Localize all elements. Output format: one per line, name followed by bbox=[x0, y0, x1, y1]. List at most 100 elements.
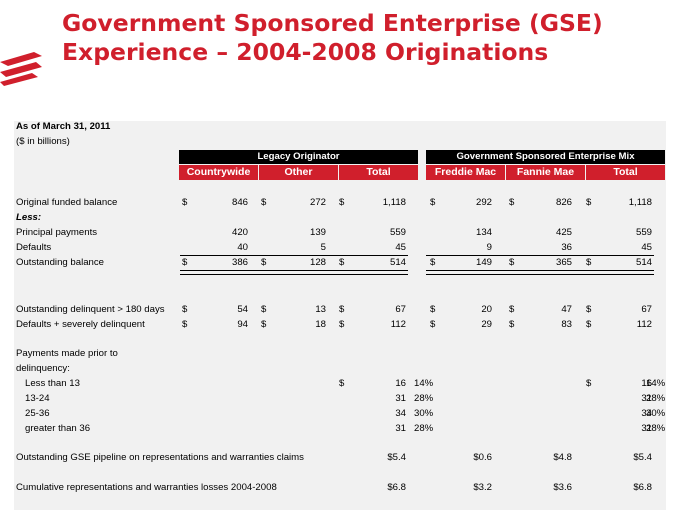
cell-fannie: $3.6 bbox=[553, 482, 572, 493]
row-label: 13-24 bbox=[25, 393, 50, 404]
cell-total-legacy: 31 bbox=[395, 423, 406, 434]
dollar-sign: $ bbox=[430, 197, 436, 208]
cell-fannie: 36 bbox=[561, 242, 572, 253]
cell-freddie: $3.2 bbox=[473, 482, 492, 493]
cell-total-legacy: 31 bbox=[395, 393, 406, 404]
cell-total-legacy: 45 bbox=[395, 242, 406, 253]
cell-other: 18 bbox=[315, 319, 326, 330]
dollar-sign: $ bbox=[509, 304, 515, 315]
cell-total-gse: 16 bbox=[641, 378, 652, 389]
payments-label-line-1: Payments made prior to bbox=[16, 348, 118, 359]
dollar-sign: $ bbox=[430, 257, 436, 268]
title-line-2: Experience – 2004-2008 Originations bbox=[62, 38, 549, 66]
cell-fannie: 365 bbox=[555, 257, 572, 268]
cell-countrywide: 54 bbox=[237, 304, 248, 315]
cell-total-gse: 67 bbox=[641, 304, 652, 315]
row-label: Principal payments bbox=[16, 227, 98, 238]
legacy-originator-header: Legacy Originator bbox=[179, 150, 418, 164]
cell-fannie: 83 bbox=[561, 319, 572, 330]
cell-freddie: 149 bbox=[475, 257, 492, 268]
dollar-sign: $ bbox=[182, 257, 188, 268]
title-line-1: Government Sponsored Enterprise (GSE) bbox=[62, 9, 603, 37]
cell-total-legacy: 34 bbox=[395, 408, 406, 419]
row-label: Original funded balance bbox=[16, 197, 118, 208]
cell-freddie: 29 bbox=[481, 319, 492, 330]
dollar-sign: $ bbox=[509, 257, 515, 268]
payments-label-line-2: delinquency: bbox=[16, 363, 70, 374]
cell-fannie: 47 bbox=[561, 304, 572, 315]
cell-pct-legacy: 28% bbox=[414, 393, 434, 404]
dollar-sign: $ bbox=[339, 304, 345, 315]
cell-other: 139 bbox=[309, 227, 326, 238]
cell-pct-gse: 28% bbox=[646, 393, 666, 404]
dollar-sign: $ bbox=[261, 257, 267, 268]
cell-freddie: 20 bbox=[481, 304, 492, 315]
subtotal-rule-legacy bbox=[180, 255, 408, 256]
cell-total-gse: 559 bbox=[635, 227, 652, 238]
cell-freddie: 292 bbox=[475, 197, 492, 208]
col-header-fannie: Fannie Mae bbox=[506, 165, 585, 180]
cell-pct-legacy: 30% bbox=[414, 408, 434, 419]
data-panel bbox=[14, 121, 666, 510]
dollar-sign: $ bbox=[586, 378, 592, 389]
cell-pct-gse: 28% bbox=[646, 423, 666, 434]
cell-total-legacy: 16 bbox=[395, 378, 406, 389]
cell-freddie: $0.6 bbox=[473, 452, 492, 463]
row-label: Outstanding balance bbox=[16, 257, 105, 268]
cell-total-legacy: $5.4 bbox=[387, 452, 406, 463]
cell-total-gse: 1,118 bbox=[628, 197, 652, 208]
subtotal-rule-gse bbox=[426, 255, 654, 256]
col-header-total-legacy: Total bbox=[339, 165, 418, 180]
cell-pct-legacy: 14% bbox=[414, 378, 434, 389]
dollar-sign: $ bbox=[261, 304, 267, 315]
cell-total-gse: 112 bbox=[636, 319, 652, 330]
dollar-sign: $ bbox=[339, 257, 345, 268]
cell-total-legacy: 559 bbox=[389, 227, 406, 238]
total-double-rule-gse bbox=[426, 270, 654, 275]
cell-other: 128 bbox=[309, 257, 326, 268]
dollar-sign: $ bbox=[182, 319, 188, 330]
dollar-sign: $ bbox=[430, 319, 436, 330]
cell-total-gse: $5.4 bbox=[633, 452, 652, 463]
total-double-rule-legacy bbox=[180, 270, 408, 275]
as-of-date: As of March 31, 2011 bbox=[16, 121, 111, 132]
cell-total-legacy: 514 bbox=[389, 257, 406, 268]
dollar-sign: $ bbox=[586, 319, 592, 330]
cell-total-legacy: 67 bbox=[395, 304, 406, 315]
units-label: ($ in billions) bbox=[16, 136, 70, 147]
cell-pct-gse: 30% bbox=[646, 408, 666, 419]
cell-other: 5 bbox=[320, 242, 326, 253]
col-header-total-gse: Total bbox=[586, 165, 665, 180]
row-label: Defaults bbox=[16, 242, 52, 253]
dollar-sign: $ bbox=[509, 319, 515, 330]
row-label: Outstanding delinquent > 180 days bbox=[16, 304, 165, 315]
cell-fannie: 425 bbox=[555, 227, 572, 238]
cell-total-gse: 34 bbox=[641, 408, 652, 419]
cell-total-gse: 31 bbox=[641, 393, 652, 404]
cell-total-gse: 31 bbox=[641, 423, 652, 434]
col-header-countrywide: Countrywide bbox=[179, 165, 258, 180]
col-header-freddie: Freddie Mac bbox=[426, 165, 505, 180]
dollar-sign: $ bbox=[586, 304, 592, 315]
cell-total-legacy: $6.8 bbox=[387, 482, 406, 493]
cell-countrywide: 94 bbox=[237, 319, 248, 330]
cell-other: 272 bbox=[309, 197, 326, 208]
cell-total-gse: 514 bbox=[635, 257, 652, 268]
cell-countrywide: 846 bbox=[231, 197, 248, 208]
cell-total-legacy: 112 bbox=[390, 319, 406, 330]
cell-countrywide: 386 bbox=[231, 257, 248, 268]
row-label: Outstanding GSE pipeline on representati… bbox=[16, 452, 304, 463]
cell-countrywide: 420 bbox=[231, 227, 248, 238]
dollar-sign: $ bbox=[586, 257, 592, 268]
gse-mix-header: Government Sponsored Enterprise Mix bbox=[426, 150, 665, 164]
dollar-sign: $ bbox=[182, 197, 188, 208]
dollar-sign: $ bbox=[339, 378, 345, 389]
col-header-other: Other bbox=[259, 165, 338, 180]
row-label: Defaults + severely delinquent bbox=[16, 319, 145, 330]
dollar-sign: $ bbox=[509, 197, 515, 208]
row-label: greater than 36 bbox=[25, 423, 91, 434]
bank-flag-logo-icon bbox=[0, 52, 42, 86]
less-label: Less: bbox=[16, 212, 42, 223]
dollar-sign: $ bbox=[182, 304, 188, 315]
cell-total-legacy: 1,118 bbox=[382, 197, 406, 208]
